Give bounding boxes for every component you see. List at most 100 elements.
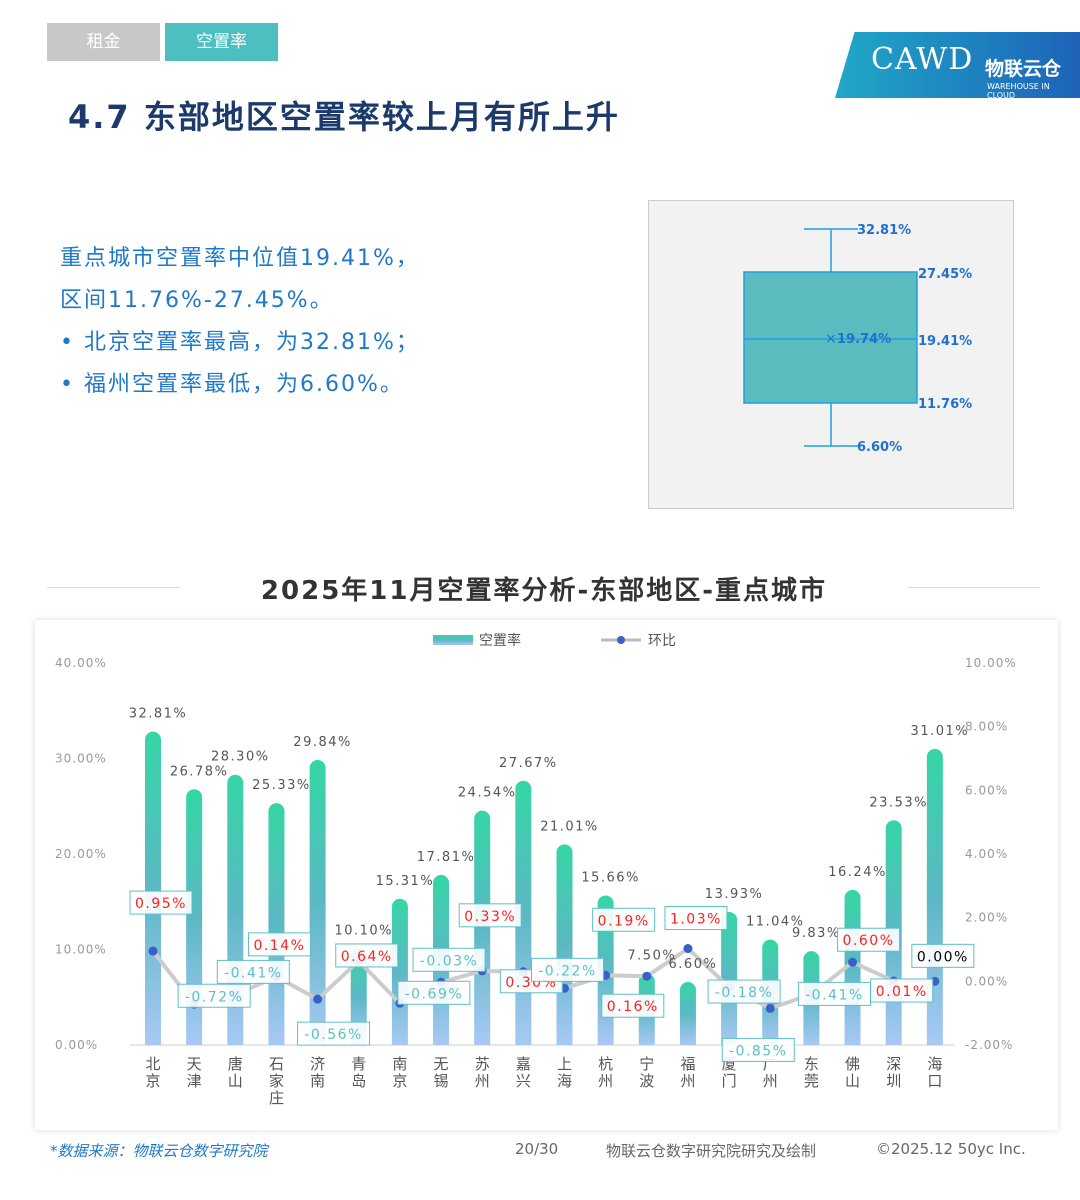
change-label-box (297, 1021, 371, 1046)
x-axis-tick: 圳 (886, 1072, 901, 1090)
x-axis-tick: 州 (475, 1072, 490, 1090)
legend-line-dot (617, 636, 625, 644)
x-axis-tick: 天 (187, 1055, 202, 1073)
x-axis-tick: 苏 (475, 1055, 490, 1073)
legend: 空置率 环比 (433, 632, 676, 649)
x-axis-tick: 门 (722, 1072, 737, 1090)
bar-value-label: 10.10% (334, 924, 393, 939)
bar (474, 810, 491, 1045)
change-label: -0.72% (185, 989, 244, 1005)
left-axis-tick: 30.00% (55, 752, 107, 766)
bar-value-label: 25.33% (252, 778, 311, 793)
legend-bar-label[interactable]: 空置率 (479, 632, 521, 649)
summary-line: 区间11.76%-27.45%。 (60, 288, 334, 313)
x-axis-tick: 京 (392, 1072, 407, 1090)
boxplot: × 32.81% 27.45% 19.74% 19.41% 11.76% 6.6… (743, 223, 972, 455)
change-label: -0.18% (715, 985, 774, 1001)
right-axis-tick: 4.00% (965, 847, 1008, 861)
change-label: -0.69% (405, 986, 464, 1002)
change-label-box (664, 906, 728, 931)
bar-value-label: 32.81% (129, 707, 188, 722)
x-axis-tick: 州 (680, 1072, 695, 1090)
x-axis-tick: 州 (763, 1072, 778, 1090)
change-label: 0.16% (607, 999, 659, 1015)
change-label: -0.85% (729, 1043, 788, 1059)
logo-brand: 物联云仓 (985, 58, 1062, 80)
change-label: 0.64% (341, 949, 393, 965)
x-axis-tick: 杭 (598, 1055, 613, 1073)
tab-vacancy-rate[interactable]: 空置率 (165, 23, 278, 61)
mean-label: 19.74% (837, 332, 891, 347)
change-label-box (592, 907, 656, 932)
change-label-box (458, 903, 522, 928)
x-axis-tick: 莞 (804, 1072, 819, 1090)
change-label-box (911, 943, 975, 968)
bar-value-label: 11.04% (746, 915, 805, 930)
x-axis-tick: 东 (804, 1055, 819, 1073)
change-label: -0.41% (805, 987, 864, 1003)
change-dot (148, 946, 158, 956)
tab-rent[interactable]: 租金 (47, 23, 160, 61)
x-axis-tick: 岛 (351, 1072, 366, 1090)
bar-value-label: 28.30% (211, 750, 270, 765)
bar-value-label: 9.83% (792, 926, 841, 941)
x-axis-tick: 济 (310, 1055, 325, 1073)
change-label-box (837, 927, 901, 952)
x-axis-tick: 石 (269, 1055, 284, 1073)
box-iqr (743, 271, 918, 404)
bar-value-label: 17.81% (417, 850, 476, 865)
right-axis-tick: -2.00% (965, 1038, 1013, 1052)
x-axis-tick: 佛 (845, 1055, 860, 1073)
mean-marker: × (825, 331, 837, 347)
bar-value-label: 31.01% (911, 724, 970, 739)
bar-value-label: 21.01% (540, 819, 599, 834)
x-axis-tick: 口 (927, 1072, 942, 1090)
change-label-box (335, 943, 399, 968)
bar (145, 731, 161, 1045)
change-label-box (870, 978, 934, 1003)
change-label-box (531, 957, 604, 982)
bar (721, 911, 738, 1045)
change-dot (642, 971, 652, 981)
change-label-box (177, 983, 251, 1008)
bar (556, 844, 573, 1045)
chart-panel: 空置率 环比 0.00% 10.00% 20.00% 30.00% 40.00% -2.0… (35, 620, 1058, 1130)
x-axis-tick: 青 (351, 1055, 366, 1073)
change-label: -0.22% (538, 963, 597, 979)
left-axis-tick: 0.00% (55, 1038, 98, 1052)
x-axis-tick: 波 (639, 1072, 654, 1090)
bar (309, 760, 326, 1045)
x-axis-tick: 福 (680, 1055, 695, 1073)
summary-line: 重点城市空置率中位值19.41%， (60, 246, 420, 271)
logo-sub: WAREHOUSE IN CLOUD (987, 82, 1050, 100)
x-axis-tick: 南 (392, 1055, 407, 1073)
bar (186, 789, 203, 1045)
logo-text: CAWD (871, 42, 974, 77)
change-label: -0.41% (224, 965, 283, 981)
legend-line-label[interactable]: 环比 (648, 633, 676, 649)
change-label: 0.33% (464, 909, 516, 925)
copyright: ©2025.12 50yc Inc. (876, 1140, 1026, 1158)
change-label-box (707, 979, 781, 1004)
x-axis-tick: 海 (557, 1072, 572, 1090)
boxplot-panel: × 32.81% 27.45% 19.74% 19.41% 11.76% 6.6… (648, 200, 1014, 509)
change-label: 0.01% (876, 984, 928, 1000)
x-axis-tick: 庄 (269, 1089, 284, 1107)
bar-value-label: 16.24% (828, 865, 887, 880)
credit: 物联云仓数字研究院研究及绘制 (606, 1142, 817, 1160)
x-axis-tick: 北 (145, 1055, 160, 1073)
change-dot (313, 994, 323, 1004)
left-axis-tick: 40.00% (55, 656, 107, 670)
x-axis-tick: 海 (927, 1055, 942, 1073)
bar (679, 981, 696, 1045)
chart-title: 2025年11月空置率分析-东部地区-重点城市 (180, 568, 908, 614)
change-label: 0.14% (253, 938, 305, 954)
right-axis-tick: 10.00% (965, 656, 1017, 670)
bar-value-label: 6.60% (669, 957, 718, 972)
x-axis-tick: 州 (598, 1072, 613, 1090)
right-axis-tick: 0.00% (965, 974, 1008, 988)
change-label: 0.95% (135, 896, 187, 912)
x-axis-tick: 山 (228, 1072, 243, 1090)
q1-label: 11.76% (918, 397, 972, 412)
change-label-box (247, 932, 311, 957)
